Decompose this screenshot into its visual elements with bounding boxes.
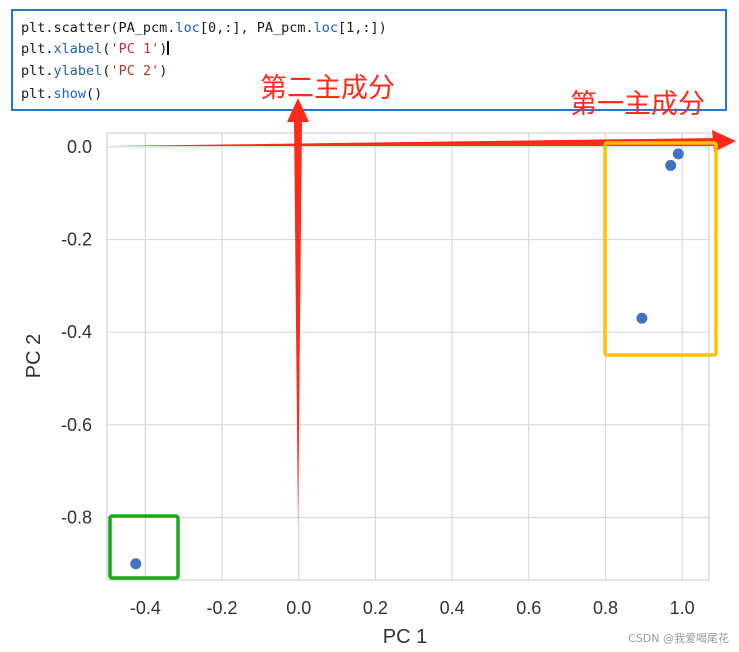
first-pc-arrow bbox=[109, 138, 716, 146]
y-tick-label: -0.2 bbox=[61, 230, 92, 250]
data-point bbox=[672, 148, 684, 160]
second-pc-arrowhead bbox=[287, 98, 309, 122]
y-axis-label: PC 2 bbox=[23, 334, 45, 378]
code-cell[interactable]: plt.scatter(PA_pcm.loc[0,:], PA_pcm.loc[… bbox=[11, 9, 727, 111]
data-point bbox=[636, 312, 648, 324]
outlier-box bbox=[108, 514, 180, 580]
first-pc-cluster-box bbox=[603, 141, 718, 357]
x-axis-label: PC 1 bbox=[383, 626, 427, 648]
code-line-show: plt.show() bbox=[21, 86, 103, 102]
y-tick-label: 0.0 bbox=[67, 137, 92, 157]
x-tick-label: 0.6 bbox=[516, 598, 541, 618]
code-line-xlabel: plt.xlabel('PC 1') bbox=[21, 41, 170, 57]
x-tick-label: 1.0 bbox=[670, 598, 695, 618]
y-tick-label: -0.8 bbox=[61, 507, 92, 527]
x-tick-label: 0.8 bbox=[593, 598, 618, 618]
y-tick-label: -0.6 bbox=[61, 415, 92, 435]
x-tick-label: -0.4 bbox=[130, 598, 161, 618]
code-line-ylabel: plt.ylabel('PC 2') bbox=[21, 63, 168, 79]
text-cursor bbox=[167, 41, 170, 55]
watermark: CSDN @我爱喝尾花 bbox=[628, 632, 729, 645]
second-pc-annotation: 第二主成分 bbox=[260, 73, 395, 104]
second-pc-arrow bbox=[294, 118, 302, 528]
data-point bbox=[130, 558, 142, 570]
x-tick-label: 0.4 bbox=[440, 598, 465, 618]
x-tick-label: -0.2 bbox=[207, 598, 238, 618]
first-pc-arrowhead bbox=[712, 130, 736, 152]
first-pc-annotation: 第一主成分 bbox=[570, 89, 705, 120]
x-tick-label: 0.2 bbox=[363, 598, 388, 618]
data-point bbox=[665, 159, 677, 171]
code-line-scatter: plt.scatter(PA_pcm.loc[0,:], PA_pcm.loc[… bbox=[21, 20, 387, 36]
x-tick-label: 0.0 bbox=[286, 598, 311, 618]
y-tick-label: -0.4 bbox=[61, 322, 92, 342]
